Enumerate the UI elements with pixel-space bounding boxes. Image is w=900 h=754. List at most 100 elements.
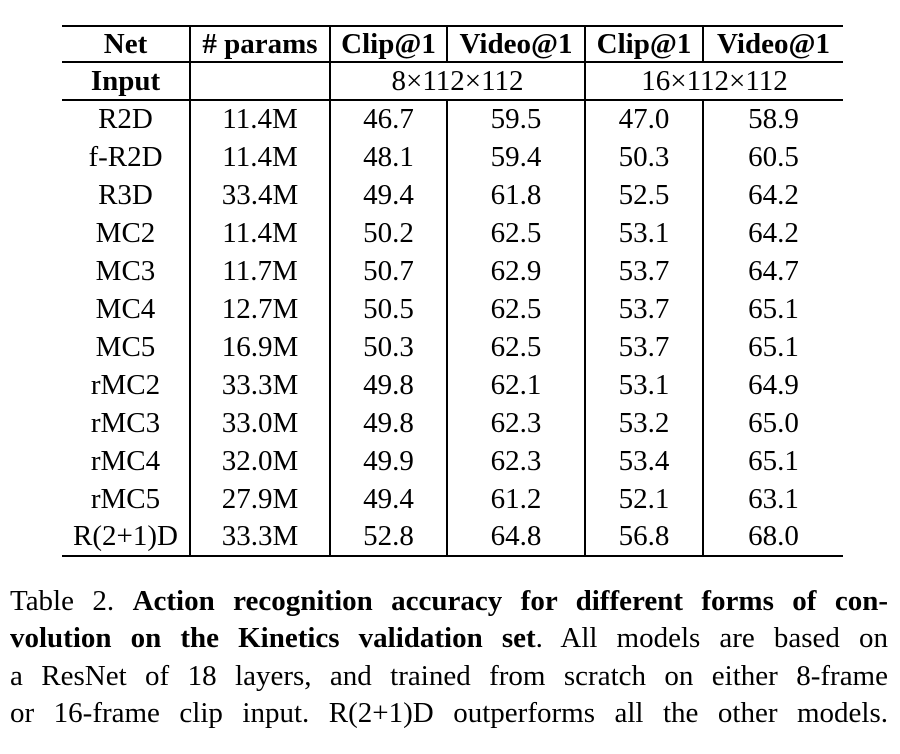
net-cell: MC3	[62, 252, 191, 290]
metric-cell: 52.5	[585, 176, 704, 214]
metric-cell: 53.2	[585, 404, 704, 442]
params-cell: 27.9M	[190, 480, 331, 518]
table-row: MC2 11.4M 50.2 62.5 53.1 64.2	[62, 214, 843, 252]
metric-cell: 49.4	[330, 480, 448, 518]
table-row: rMC5 27.9M 49.4 61.2 52.1 63.1	[62, 480, 843, 518]
table-row: R3D 33.4M 49.4 61.8 52.5 64.2	[62, 176, 843, 214]
table-caption: Table 2. Action recognition accuracy for…	[10, 583, 888, 733]
net-cell: rMC5	[62, 480, 191, 518]
metric-cell: 50.3	[330, 328, 448, 366]
net-cell: rMC3	[62, 404, 191, 442]
table-row: rMC3 33.0M 49.8 62.3 53.2 65.0	[62, 404, 843, 442]
net-cell: rMC4	[62, 442, 191, 480]
metric-cell: 53.7	[585, 328, 704, 366]
column-header-6: Video@1	[717, 27, 830, 60]
metric-cell: 53.7	[585, 290, 704, 328]
input-row-label: Input	[62, 62, 191, 100]
net-cell: R(2+1)D	[62, 518, 191, 556]
metric-cell: 60.5	[748, 140, 799, 173]
table-row: MC3 11.7M 50.7 62.9 53.7 64.7	[62, 252, 843, 290]
input-size-8frame: 8×112×112	[330, 62, 586, 100]
caption-text-segment: a ResNet of 18 layers, and trained from …	[10, 659, 888, 692]
metric-cell: 56.8	[585, 518, 704, 556]
table-row: rMC4 32.0M 49.9 62.3 53.4 65.1	[62, 442, 843, 480]
metric-cell: 62.9	[447, 252, 586, 290]
metric-cell: 48.1	[330, 138, 448, 176]
params-cell: 33.3M	[190, 518, 331, 556]
metric-cell: 49.9	[330, 442, 448, 480]
caption-bold-segment: Action recognition accuracy for differen…	[132, 585, 888, 617]
input-row: Input 8×112×112 16×112×112	[62, 62, 843, 100]
metric-cell: 65.0	[748, 406, 799, 439]
net-cell: R2D	[62, 100, 191, 138]
caption-bold-segment: volution on the Kinetics validation set	[10, 622, 536, 655]
metric-cell: 64.2	[748, 216, 799, 249]
metric-cell: 50.7	[330, 252, 448, 290]
caption-line: volution on the Kinetics validation set.…	[10, 620, 888, 657]
metric-cell: 53.1	[585, 214, 704, 252]
params-cell: 12.7M	[190, 290, 331, 328]
metric-cell: 49.8	[330, 366, 448, 404]
params-cell: 11.7M	[190, 252, 331, 290]
metric-cell: 52.8	[330, 518, 448, 556]
net-cell: MC2	[62, 214, 191, 252]
params-cell: 11.4M	[190, 100, 331, 138]
caption-line: a ResNet of 18 layers, and trained from …	[10, 658, 888, 695]
params-cell: 11.4M	[190, 138, 331, 176]
table-row: rMC2 33.3M 49.8 62.1 53.1 64.9	[62, 366, 843, 404]
column-header-2: # params	[190, 26, 331, 62]
results-table: Net # params Clip@1 Video@1 Clip@1 Video@1 Inp…	[62, 25, 843, 557]
params-cell: 32.0M	[190, 442, 331, 480]
metric-cell: 64.9	[748, 368, 799, 401]
metric-cell: 49.8	[330, 404, 448, 442]
params-cell: 33.0M	[190, 404, 331, 442]
column-header-3: Clip@1	[330, 26, 448, 62]
table-row: R2D 11.4M 46.7 59.5 47.0 58.9	[62, 100, 843, 138]
metric-cell: 53.1	[585, 366, 704, 404]
metric-cell: 62.3	[447, 404, 586, 442]
metric-cell: 52.1	[585, 480, 704, 518]
params-cell: 33.3M	[190, 366, 331, 404]
metric-cell: 53.7	[585, 252, 704, 290]
metric-cell: 62.1	[447, 366, 586, 404]
metric-cell: 50.2	[330, 214, 448, 252]
column-header-1: Net	[62, 26, 191, 62]
params-cell: 11.4M	[190, 214, 331, 252]
metric-cell: 62.5	[447, 328, 586, 366]
metric-cell: 68.0	[748, 520, 799, 552]
table-header-row: Net # params Clip@1 Video@1 Clip@1 Video@1	[62, 26, 843, 62]
caption-text-segment: or 16-frame clip input. R(2+1)D outperfo…	[10, 697, 888, 730]
caption-text-segment: Table 2.	[10, 585, 133, 617]
metric-cell: 59.4	[447, 138, 586, 176]
table-row: MC4 12.7M 50.5 62.5 53.7 65.1	[62, 290, 843, 328]
net-cell: rMC2	[62, 366, 191, 404]
metric-cell: 62.5	[447, 290, 586, 328]
params-cell: 33.4M	[190, 176, 331, 214]
input-row-params-empty	[190, 62, 331, 100]
metric-cell: 46.7	[330, 100, 448, 138]
metric-cell: 50.5	[330, 290, 448, 328]
metric-cell: 47.0	[585, 100, 704, 138]
table-row: R(2+1)D 33.3M 52.8 64.8 56.8 68.0	[62, 518, 843, 556]
metric-cell: 65.1	[748, 330, 799, 363]
net-cell: MC4	[62, 290, 191, 328]
metric-cell: 61.8	[447, 176, 586, 214]
metric-cell: 61.2	[447, 480, 586, 518]
input-size-16frame: 16×112×112	[641, 64, 788, 97]
metric-cell: 50.3	[585, 138, 704, 176]
table-row: MC5 16.9M 50.3 62.5 53.7 65.1	[62, 328, 843, 366]
column-header-5: Clip@1	[585, 26, 704, 62]
caption-line: or 16-frame clip input. R(2+1)D outperfo…	[10, 695, 888, 732]
metric-cell: 58.9	[748, 103, 799, 135]
params-cell: 16.9M	[190, 328, 331, 366]
metric-cell: 64.8	[447, 518, 586, 556]
net-cell: f-R2D	[62, 138, 191, 176]
net-cell: MC5	[62, 328, 191, 366]
metric-cell: 49.4	[330, 176, 448, 214]
table-row: f-R2D 11.4M 48.1 59.4 50.3 60.5	[62, 138, 843, 176]
metric-cell: 62.3	[447, 442, 586, 480]
caption-text-segment: . All models are based on	[535, 622, 888, 655]
metric-cell: 62.5	[447, 214, 586, 252]
metric-cell: 63.1	[748, 482, 799, 515]
